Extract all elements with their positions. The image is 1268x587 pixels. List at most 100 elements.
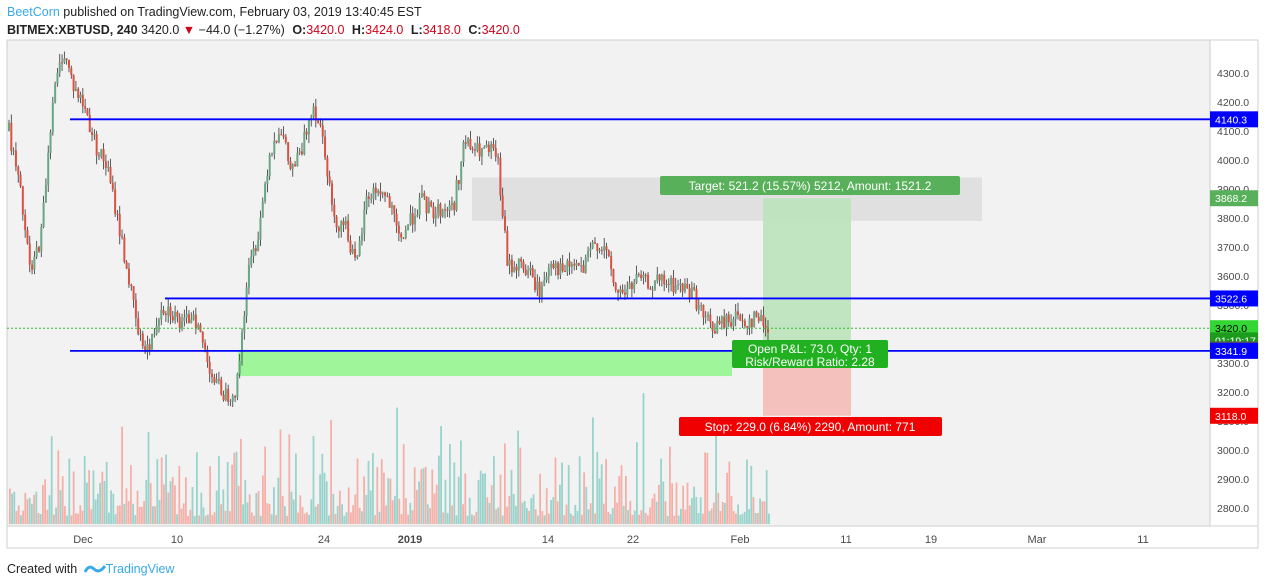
candle-body bbox=[229, 400, 232, 402]
candle-body bbox=[497, 156, 500, 158]
candle-body bbox=[582, 265, 585, 273]
candle-body bbox=[54, 83, 57, 103]
candle-body bbox=[757, 316, 760, 322]
volume-bar bbox=[70, 515, 73, 524]
volume-bar bbox=[473, 515, 475, 524]
volume-bar bbox=[589, 503, 592, 524]
volume-bar bbox=[42, 484, 44, 524]
candle-body bbox=[277, 134, 280, 143]
candle-body bbox=[333, 204, 336, 217]
volume-bar bbox=[180, 508, 183, 524]
volume-bar bbox=[548, 513, 550, 524]
candle-body bbox=[201, 332, 204, 343]
ohlc-high-label: H: bbox=[351, 23, 366, 37]
volume-bar bbox=[486, 497, 489, 524]
volume-bar bbox=[108, 512, 110, 524]
volume-bar bbox=[55, 507, 57, 524]
candle-body bbox=[741, 320, 744, 322]
price-tag: 3118.0 bbox=[1210, 407, 1258, 424]
plot-area bbox=[6, 39, 1211, 527]
volume-bar bbox=[292, 499, 295, 524]
tradingview-brand[interactable]: TradingView bbox=[105, 562, 175, 576]
candle-body bbox=[559, 263, 562, 276]
volume-bar bbox=[169, 481, 172, 524]
volume-bar bbox=[257, 490, 260, 524]
price-tag-box bbox=[1210, 111, 1258, 128]
candle-body bbox=[215, 379, 218, 383]
candle-body bbox=[162, 309, 165, 314]
author-link[interactable]: BeetCorn bbox=[7, 5, 60, 19]
volume-bar bbox=[501, 515, 504, 524]
volume-bar bbox=[303, 513, 306, 524]
volume-bar bbox=[132, 503, 134, 524]
candle-body bbox=[709, 314, 712, 322]
volume-bar bbox=[754, 512, 757, 524]
volume-bar bbox=[420, 469, 423, 524]
candle-body bbox=[273, 140, 276, 154]
volume-bar bbox=[607, 511, 610, 524]
candle-body bbox=[393, 205, 396, 214]
candle-body bbox=[538, 281, 541, 297]
candle-body bbox=[314, 106, 317, 121]
volume-bar bbox=[339, 490, 341, 524]
volume-bar bbox=[246, 502, 249, 524]
candle-body bbox=[259, 217, 262, 240]
volume-bar bbox=[488, 502, 491, 524]
candle-body bbox=[307, 120, 310, 135]
ohlc-high-value: 3424.0 bbox=[365, 23, 404, 37]
candle-body bbox=[77, 88, 80, 99]
price-tag-box bbox=[1210, 342, 1258, 359]
volume-bar bbox=[695, 496, 698, 524]
volume-bar bbox=[394, 495, 396, 524]
volume-bar bbox=[543, 515, 546, 524]
candle-body bbox=[354, 249, 357, 258]
candle-body bbox=[208, 361, 211, 374]
volume-bar bbox=[515, 505, 517, 524]
candle-body bbox=[379, 190, 382, 195]
candle-body bbox=[86, 108, 89, 116]
candle-body bbox=[174, 311, 177, 321]
volume-bar bbox=[160, 457, 163, 524]
candle-body bbox=[446, 209, 449, 211]
publish-info: published on TradingView.com, February 0… bbox=[59, 5, 422, 19]
volume-bar bbox=[532, 494, 535, 524]
candle-body bbox=[298, 151, 301, 153]
candle-body bbox=[63, 58, 66, 63]
candle-body bbox=[386, 195, 389, 197]
tradingview-logo-icon bbox=[83, 565, 106, 573]
volume-bar bbox=[726, 472, 728, 524]
volume-bar bbox=[728, 461, 731, 524]
candle-body bbox=[603, 246, 606, 251]
candle-body bbox=[432, 206, 435, 219]
volume-bar bbox=[765, 470, 768, 524]
volume-bar bbox=[565, 504, 568, 524]
candle-body bbox=[335, 216, 338, 228]
volume-bar bbox=[451, 505, 453, 524]
candle-body bbox=[508, 259, 511, 266]
volume-bar bbox=[127, 501, 130, 524]
candle-body bbox=[206, 349, 209, 362]
volume-bar bbox=[578, 456, 581, 524]
volume-bar bbox=[209, 466, 211, 524]
volume-bar bbox=[61, 476, 64, 524]
price-tag: 3868.2 bbox=[1210, 190, 1258, 207]
volume-bar bbox=[519, 447, 522, 524]
volume-bar bbox=[539, 473, 541, 524]
volume-bar bbox=[627, 510, 629, 524]
candle-body bbox=[317, 120, 320, 124]
volume-bar bbox=[431, 469, 434, 524]
x-tick-label: 11 bbox=[840, 534, 851, 546]
candle-body bbox=[693, 287, 696, 290]
candle-body bbox=[132, 286, 135, 300]
stop-label: Stop: 229.0 (6.84%) 2290, Amount: 771 bbox=[679, 417, 942, 436]
candle-body bbox=[702, 305, 705, 318]
candle-body bbox=[287, 142, 290, 162]
ohlc-low-label: L: bbox=[410, 23, 423, 37]
candle-body bbox=[377, 190, 380, 193]
volume-bar bbox=[730, 495, 733, 524]
volume-bar bbox=[28, 497, 31, 524]
candle-body bbox=[753, 311, 756, 328]
candle-body bbox=[241, 332, 244, 361]
candle-body bbox=[732, 319, 735, 327]
